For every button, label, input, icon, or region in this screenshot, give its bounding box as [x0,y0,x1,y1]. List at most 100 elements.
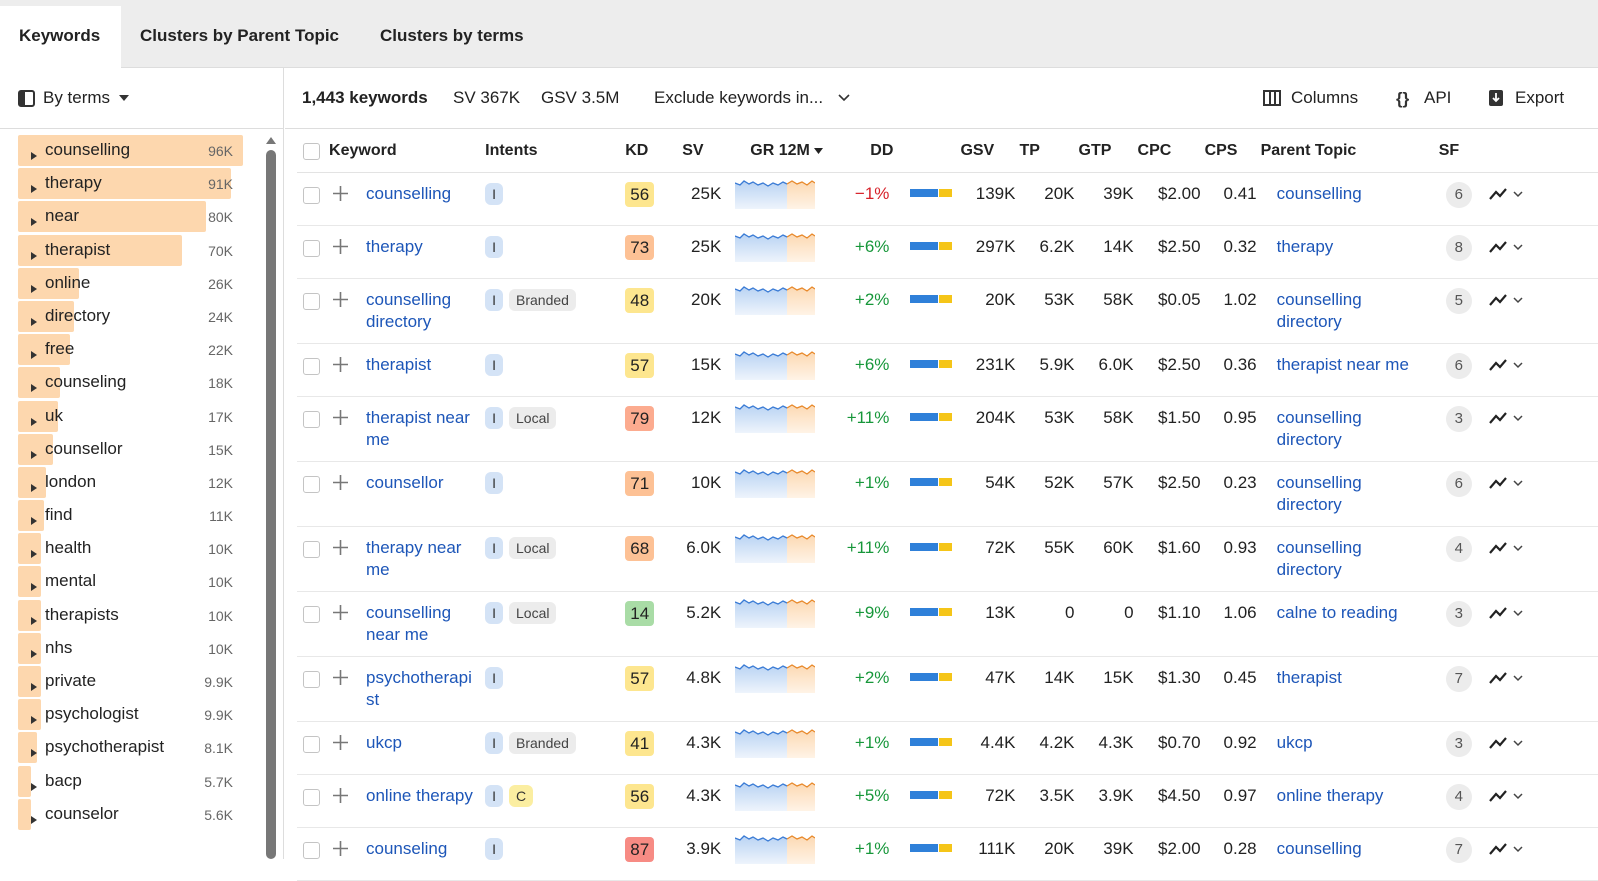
term-item[interactable]: private 9.9K [0,665,262,698]
column-header[interactable]: Keyword [329,130,486,173]
column-header[interactable]: SF [1422,130,1477,173]
trend-menu[interactable] [1488,292,1525,308]
add-button[interactable] [332,356,349,373]
trend-menu[interactable] [1488,239,1525,255]
keyword-link[interactable]: psychotherapist [366,667,472,709]
term-item[interactable]: directory 24K [0,300,262,333]
keyword-link[interactable]: therapist [366,354,432,374]
add-button[interactable] [332,840,349,857]
add-button[interactable] [332,734,349,751]
tab[interactable]: Clusters by terms [380,26,524,45]
keyword-link[interactable]: ukcp [366,732,402,752]
keyword-link[interactable]: therapy [366,236,423,256]
parent-topic-link[interactable]: counselling [1276,838,1362,858]
scroll-up[interactable] [264,134,278,146]
keyword-link[interactable]: therapy near me [366,537,462,579]
column-header[interactable]: SV [672,130,726,173]
checkbox[interactable] [303,605,320,623]
column-header[interactable]: Parent Topic [1260,130,1423,173]
checkbox[interactable] [303,841,320,859]
column-header[interactable]: GTP [1078,130,1138,173]
columns-button[interactable]: Columns [1291,88,1359,107]
grouping-select[interactable]: By terms [0,68,283,129]
add-button[interactable] [332,474,349,491]
term-item[interactable]: psychotherapist 8.1K [0,731,262,764]
term-item[interactable]: counselling 96K [0,134,262,167]
parent-topic-link[interactable]: online therapy [1276,785,1384,805]
term-item[interactable]: therapists 10K [0,599,262,632]
trend-menu[interactable] [1488,788,1525,804]
term-item[interactable]: bacp 5.7K [0,765,262,798]
trend-menu[interactable] [1488,841,1525,857]
column-header[interactable]: TP [1019,130,1079,173]
parent-topic-link[interactable]: counselling [1276,183,1362,203]
add-button[interactable] [332,291,349,308]
keyword-link[interactable]: counselling [366,183,452,203]
tab[interactable]: Clusters by Parent Topic [140,26,340,45]
export-button[interactable]: Export [1515,88,1565,107]
parent-topic-link[interactable]: counselling directory [1276,472,1362,514]
term-item[interactable]: counseling 18K [0,366,262,399]
parent-topic-link[interactable]: therapist near me [1276,354,1409,374]
trend-menu[interactable] [1488,735,1525,751]
parent-topic-link[interactable]: calne to reading [1276,602,1398,622]
keyword-link[interactable]: counselling directory [366,289,452,331]
parent-topic-link[interactable]: counselling directory [1276,537,1362,579]
checkbox[interactable] [303,735,320,753]
keyword-link[interactable]: online therapy [366,785,473,805]
checkbox[interactable] [303,143,320,161]
checkbox[interactable] [303,540,320,558]
tab[interactable]: Keywords [0,6,121,68]
checkbox[interactable] [303,670,320,688]
add-button[interactable] [332,185,349,202]
term-item[interactable]: psychologist 9.9K [0,698,262,731]
column-header[interactable]: GSV [960,130,1020,173]
term-item[interactable]: nhs 10K [0,632,262,665]
term-item[interactable]: free 22K [0,333,262,366]
checkbox[interactable] [303,186,320,204]
term-item[interactable]: find 11K [0,499,262,532]
term-item[interactable]: therapy 91K [0,167,262,200]
trend-menu[interactable] [1488,540,1525,556]
checkbox[interactable] [303,357,320,375]
column-header[interactable]: CPS [1204,130,1261,173]
checkbox[interactable] [303,475,320,493]
trend-menu[interactable] [1488,357,1525,373]
parent-topic-link[interactable]: therapist [1276,667,1342,687]
parent-topic-link[interactable]: therapy [1276,236,1334,256]
scrollbar[interactable] [266,150,276,859]
term-item[interactable]: uk 17K [0,400,262,433]
term-item[interactable]: online 26K [0,267,262,300]
checkbox[interactable] [303,292,320,310]
term-item[interactable]: health 10K [0,532,262,565]
column-header[interactable]: GR 12M [725,130,823,173]
term-item[interactable]: london 12K [0,466,262,499]
checkbox[interactable] [303,239,320,257]
checkbox[interactable] [303,410,320,428]
parent-topic-link[interactable]: counselling directory [1276,289,1362,331]
add-button[interactable] [332,238,349,255]
column-header[interactable]: KD [625,130,673,173]
term-item[interactable]: counsellor 15K [0,433,262,466]
term-item[interactable]: therapist 70K [0,234,262,267]
column-header[interactable]: Intents [485,130,626,173]
trend-menu[interactable] [1488,475,1525,491]
parent-topic-link[interactable]: counselling directory [1276,407,1362,449]
checkbox[interactable] [303,788,320,806]
term-item[interactable]: near 80K [0,200,262,233]
trend-menu[interactable] [1488,186,1525,202]
term-item[interactable]: counselor 5.6K [0,798,262,831]
trend-menu[interactable] [1488,670,1525,686]
add-button[interactable] [332,409,349,426]
add-button[interactable] [332,539,349,556]
parent-topic-link[interactable]: ukcp [1276,732,1313,752]
keyword-link[interactable]: counseling [366,838,448,858]
api-button[interactable]: API [1424,88,1452,107]
keyword-link[interactable]: counselling near me [366,602,452,644]
add-button[interactable] [332,604,349,621]
add-button[interactable] [332,787,349,804]
keyword-link[interactable]: counsellor [366,472,444,492]
add-button[interactable] [332,669,349,686]
column-header[interactable]: DD [820,130,894,173]
term-item[interactable]: mental 10K [0,565,262,598]
